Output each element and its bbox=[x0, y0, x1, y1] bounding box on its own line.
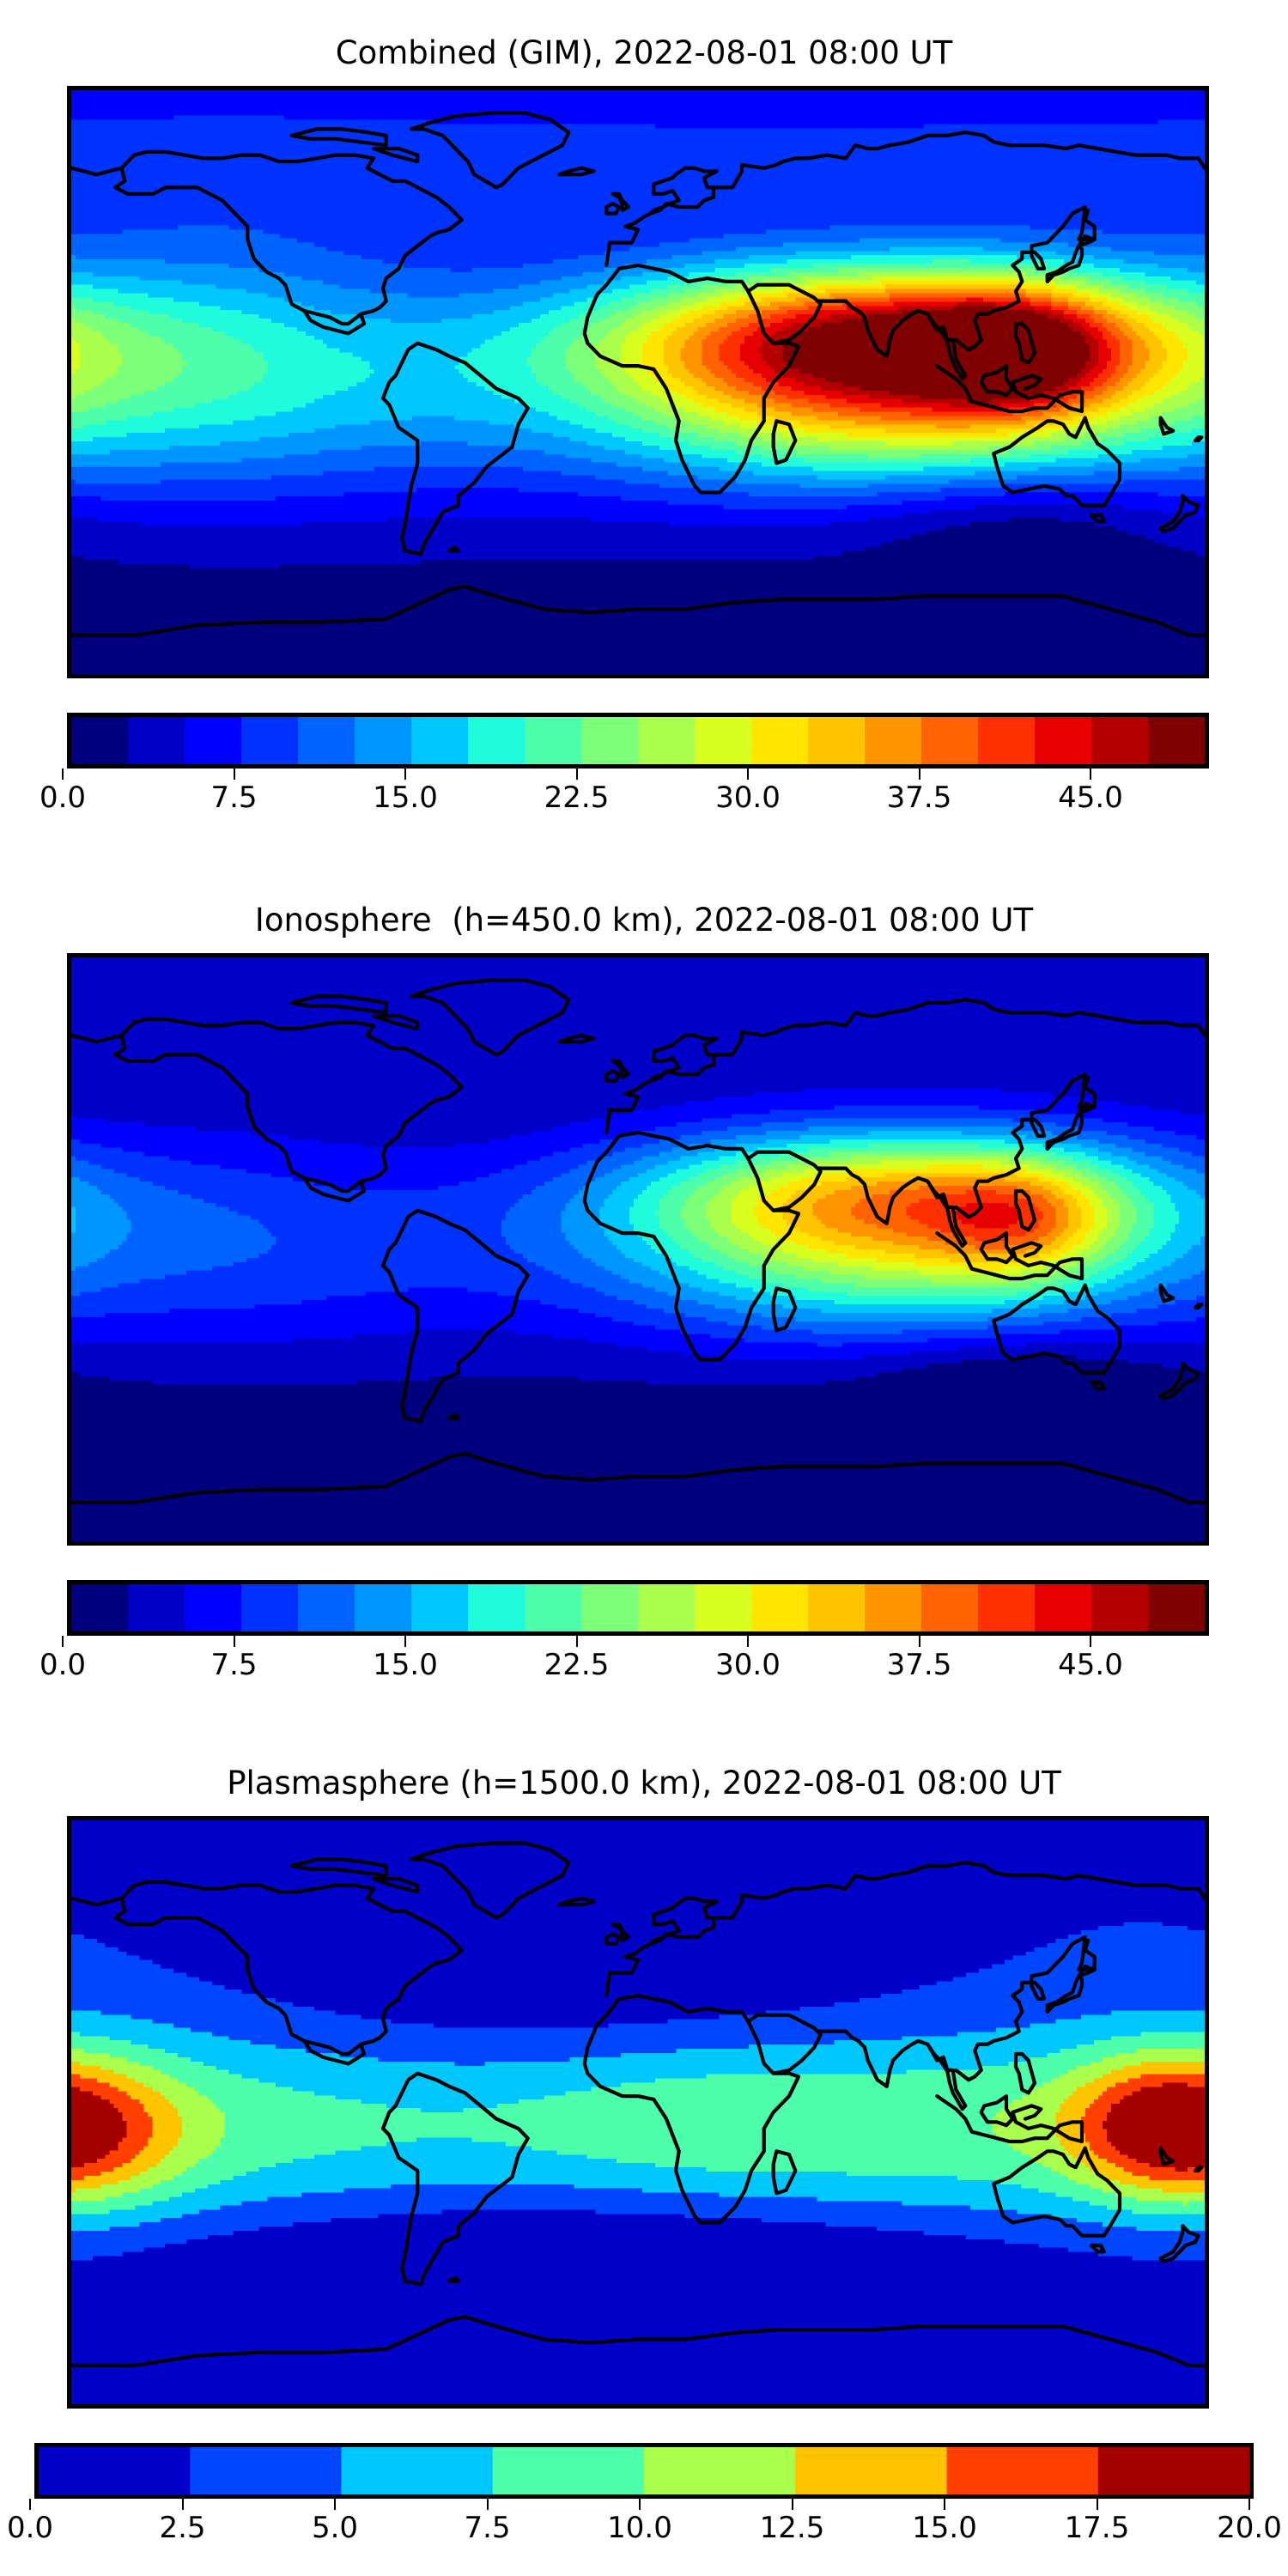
colorbar-plasmasphere bbox=[34, 2443, 1254, 2499]
colorbar-tick bbox=[639, 2499, 641, 2510]
colorbar-tick-label: 15.0 bbox=[373, 781, 438, 815]
colorbar-tick bbox=[233, 769, 235, 780]
colorbar-tick-label: 45.0 bbox=[1058, 781, 1123, 815]
colorbar-tick-label: 5.0 bbox=[311, 2511, 359, 2545]
colorbar-tick bbox=[334, 2499, 336, 2510]
colorbar-tick-label: 15.0 bbox=[373, 1648, 438, 1682]
colorbar-tick bbox=[62, 1636, 64, 1647]
colorbar-tick-label: 22.5 bbox=[544, 1648, 610, 1682]
colorbar-tick-label: 7.5 bbox=[210, 1648, 258, 1682]
map-ionosphere bbox=[67, 953, 1209, 1546]
panel-plasmasphere: Plasmasphere (h=1500.0 km), 2022-08-01 0… bbox=[0, 1765, 1288, 2545]
colorbar-tick bbox=[1090, 1636, 1091, 1647]
colorbar-tick-label: 37.5 bbox=[886, 1648, 952, 1682]
colorbar-tick bbox=[747, 769, 749, 780]
colorbar-tick bbox=[918, 1636, 920, 1647]
map-plasmasphere bbox=[67, 1816, 1209, 2409]
colorbar-tick-label: 22.5 bbox=[544, 781, 610, 815]
colorbar-tick bbox=[575, 769, 578, 780]
colorbar-tick bbox=[62, 769, 64, 780]
colorbar-tick bbox=[486, 2499, 489, 2510]
colorbar-tick-label: 0.0 bbox=[6, 2511, 54, 2545]
colorbar-tick-label: 30.0 bbox=[715, 781, 781, 815]
colorbar-tick-label: 37.5 bbox=[886, 781, 952, 815]
colorbar-tick bbox=[918, 769, 920, 780]
colorbar-ticks-combined: 0.0 7.5 15.0 22.5 30.0 37.5 45.0 bbox=[39, 769, 1209, 815]
colorbar-tick-label: 30.0 bbox=[715, 1648, 781, 1682]
colorbar-tick bbox=[233, 1636, 235, 1647]
colorbar-tick-label: 17.5 bbox=[1064, 2511, 1130, 2545]
colorbar-tick bbox=[29, 2499, 31, 2510]
colorbar-tick-label: 2.5 bbox=[159, 2511, 206, 2545]
colorbar-tick bbox=[181, 2499, 184, 2510]
colorbar-tick-label: 45.0 bbox=[1058, 1648, 1123, 1682]
colorbar-tick-label: 12.5 bbox=[759, 2511, 825, 2545]
colorbar-ticks-ionosphere: 0.0 7.5 15.0 22.5 30.0 37.5 45.0 bbox=[39, 1636, 1209, 1682]
colorbar-tick bbox=[575, 1636, 578, 1647]
panel-title-plasmasphere: Plasmasphere (h=1500.0 km), 2022-08-01 0… bbox=[227, 1765, 1061, 1801]
colorbar-ionosphere bbox=[67, 1580, 1209, 1636]
panel-ionosphere: Ionosphere (h=450.0 km), 2022-08-01 08:0… bbox=[0, 902, 1288, 1682]
panel-title-combined: Combined (GIM), 2022-08-01 08:00 UT bbox=[335, 34, 953, 71]
colorbar-tick bbox=[404, 1636, 406, 1647]
colorbar-combined-gim bbox=[67, 713, 1209, 769]
colorbar-tick-label: 7.5 bbox=[464, 2511, 511, 2545]
colorbar-tick-label: 7.5 bbox=[210, 781, 258, 815]
panel-combined-gim: Combined (GIM), 2022-08-01 08:00 UT 0.0 7… bbox=[0, 34, 1288, 815]
colorbar-tick bbox=[747, 1636, 749, 1647]
colorbar-tick bbox=[404, 769, 406, 780]
colorbar-tick-label: 20.0 bbox=[1217, 2511, 1282, 2545]
panel-title-ionosphere: Ionosphere (h=450.0 km), 2022-08-01 08:0… bbox=[254, 902, 1034, 939]
colorbar-tick bbox=[1090, 769, 1091, 780]
map-combined-gim bbox=[67, 86, 1209, 678]
colorbar-tick bbox=[791, 2499, 793, 2510]
colorbar-tick-label: 0.0 bbox=[39, 781, 87, 815]
colorbar-tick bbox=[944, 2499, 945, 2510]
colorbar-tick bbox=[1249, 2499, 1250, 2510]
colorbar-tick-label: 15.0 bbox=[912, 2511, 977, 2545]
colorbar-tick bbox=[1096, 2499, 1098, 2510]
colorbar-tick-label: 0.0 bbox=[39, 1648, 87, 1682]
colorbar-tick-label: 10.0 bbox=[607, 2511, 672, 2545]
colorbar-ticks-plasmasphere: 0.0 2.5 5.0 7.5 10.0 12.5 15.0 17.5 20.0 bbox=[7, 2499, 1282, 2545]
